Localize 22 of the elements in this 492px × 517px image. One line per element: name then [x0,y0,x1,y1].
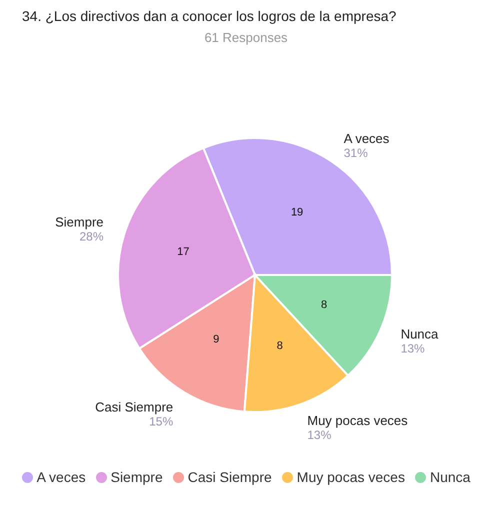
text: 13% [400,342,425,356]
legend-label: Muy pocas veces [296,469,405,485]
data-label: 19 [290,206,304,218]
chart-subtitle: 61 Responses [203,30,289,45]
text: 28% [80,230,104,244]
data-label: 17 [177,246,190,258]
chart-title: 34. ¿Los directivos dan a conocer los logros de la empresa? [21,8,398,24]
slice-label: Muy pocas veces [307,413,408,428]
legend-label: Nunca [428,469,470,485]
data-label: 8 [276,340,283,352]
text: 31% [344,146,368,160]
data-label: 8 [320,299,328,312]
data-label: 9 [213,334,220,346]
legend-label: Casi Siempre [186,469,272,485]
slice-label: Siempre [55,214,104,230]
text: 13% [307,428,332,442]
slice-label: Casi Siempre [95,399,174,414]
legend-label: A veces [36,469,86,485]
legend-label: Siempre [110,469,163,485]
slice-label: Nunca [400,326,440,342]
slice-label: A veces [344,131,390,146]
text: 15% [149,414,174,428]
